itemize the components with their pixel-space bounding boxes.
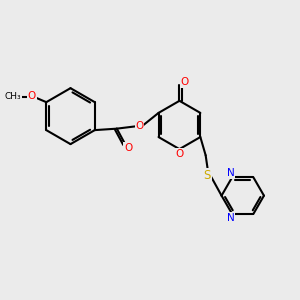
- Text: O: O: [181, 77, 189, 87]
- Text: N: N: [227, 213, 235, 223]
- Text: S: S: [204, 169, 211, 182]
- Text: N: N: [227, 169, 235, 178]
- Text: O: O: [124, 143, 132, 153]
- Text: O: O: [27, 91, 36, 101]
- Text: O: O: [175, 149, 184, 159]
- Text: O: O: [135, 121, 144, 131]
- Text: CH₃: CH₃: [5, 92, 22, 101]
